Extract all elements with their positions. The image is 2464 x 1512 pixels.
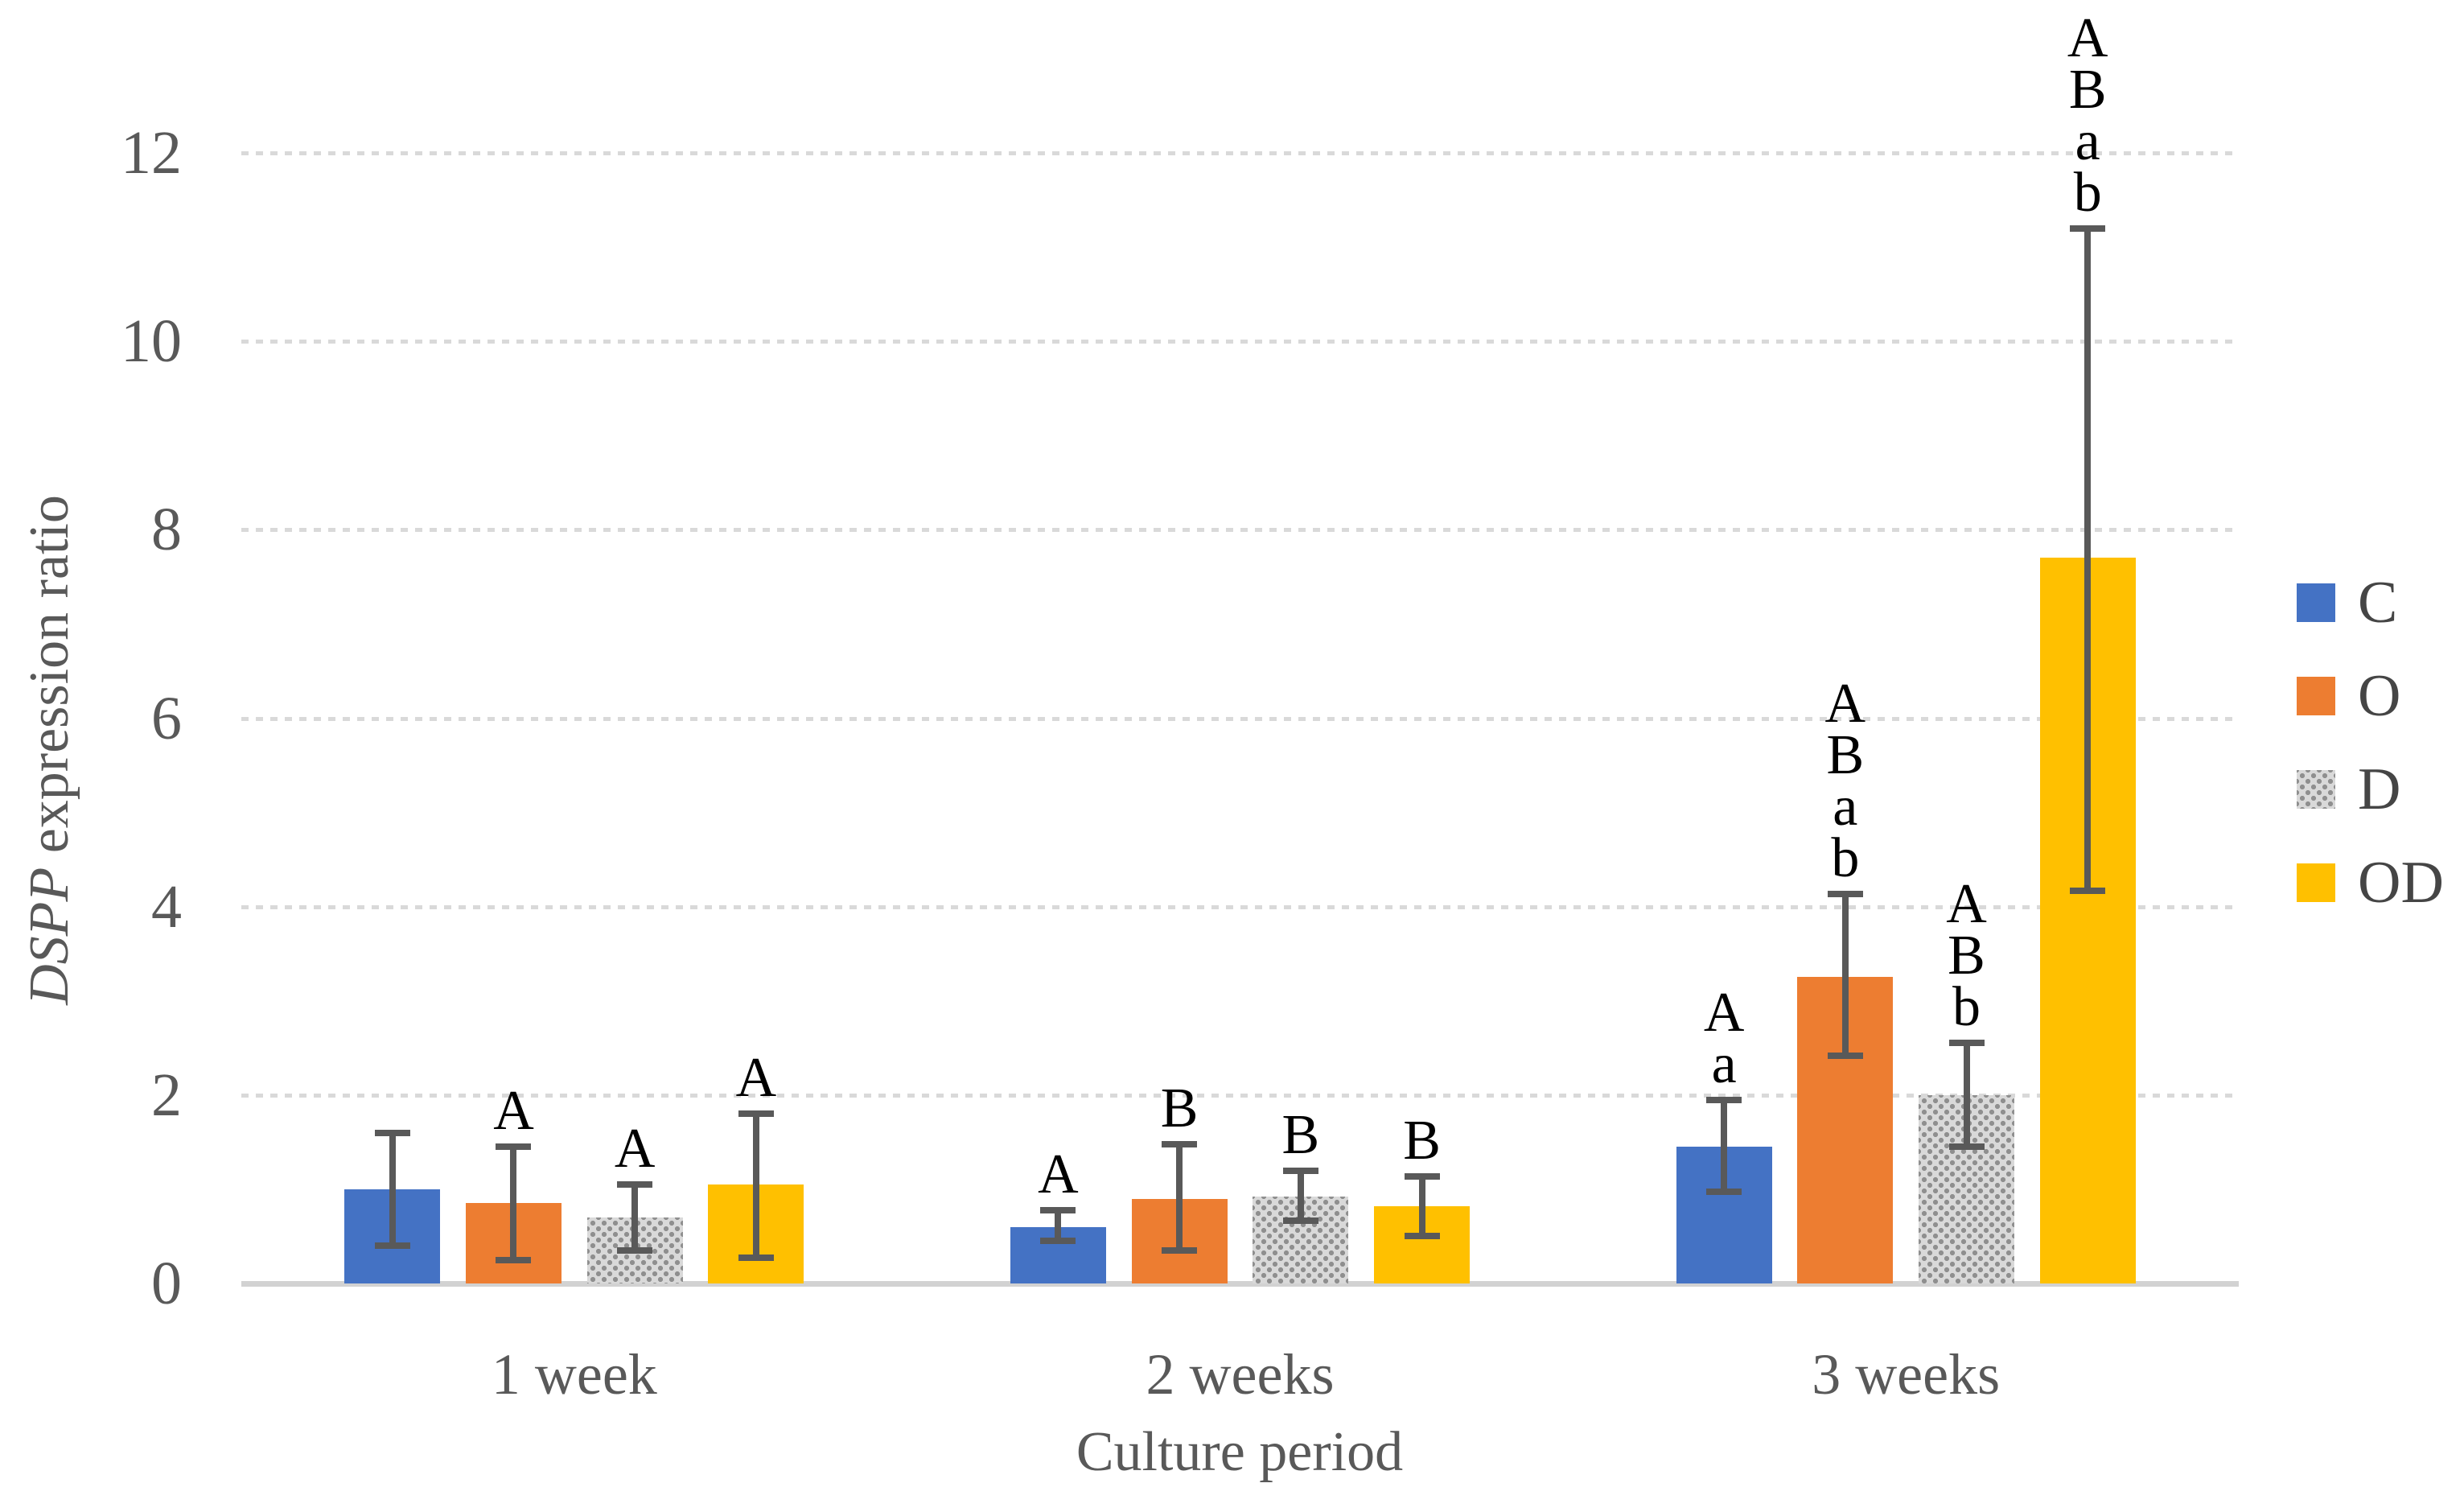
x-tick-label: 3 weeks [1812, 1342, 2001, 1407]
error-bar-cap-bottom [1040, 1238, 1076, 1245]
error-bar [752, 1114, 759, 1259]
sig-letters-OD-1-week: A [692, 1047, 821, 1110]
error-bar [1055, 1209, 1062, 1242]
sig-letter: a [1833, 776, 1858, 838]
y-tick-label-8: 8 [151, 496, 182, 564]
error-bar [389, 1132, 396, 1246]
y-tick-label-12: 12 [121, 119, 182, 187]
error-bar [1176, 1143, 1183, 1251]
sig-letter: A [493, 1080, 534, 1143]
error-bar-cap-bottom [617, 1247, 653, 1255]
x-tick-label: 1 week [491, 1342, 657, 1407]
sig-letters-O-2-weeks: B [1115, 1077, 1244, 1139]
sig-letter: b [1831, 827, 1860, 890]
sig-letter: B [1281, 1103, 1320, 1166]
error-bar-cap-bottom [1162, 1247, 1198, 1255]
x-tick-label: 2 weeks [1146, 1342, 1335, 1407]
gridline-8 [241, 528, 2239, 533]
error-bar-cap-top [1948, 1040, 1985, 1047]
error-bar-cap-bottom [2070, 887, 2106, 894]
sig-letter: A [1703, 981, 1745, 1044]
error-bar-cap-top [738, 1110, 774, 1118]
error-bar [631, 1184, 639, 1251]
sig-letter: A [1824, 673, 1866, 735]
y-tick-label-2: 2 [151, 1061, 182, 1129]
sig-letter: B [1826, 724, 1865, 787]
y-tick-label-6: 6 [151, 684, 182, 752]
error-bar-cap-top [1404, 1172, 1440, 1180]
error-bar-cap-top [1040, 1206, 1076, 1213]
error-bar-cap-top [1827, 891, 1863, 898]
error-bar-cap-top [496, 1143, 532, 1151]
sig-letters-O-1-week: A [449, 1080, 578, 1143]
gridline-4 [241, 904, 2239, 909]
sig-letters-C-2-weeks: A [993, 1143, 1122, 1205]
sig-letter: A [1946, 873, 1987, 936]
error-bar-cap-bottom [1282, 1217, 1318, 1224]
error-bar [2084, 228, 2092, 891]
sig-letter: a [1711, 1032, 1737, 1095]
error-bar [1297, 1170, 1304, 1221]
sig-letter: B [2068, 58, 2107, 121]
error-bar-cap-bottom [1706, 1189, 1742, 1196]
error-bar-cap-bottom [1948, 1143, 1985, 1151]
error-bar-cap-top [2070, 225, 2106, 232]
sig-letter: b [2073, 161, 2102, 224]
error-bar-cap-bottom [496, 1256, 532, 1263]
error-bar [510, 1147, 517, 1260]
error-bar [1963, 1043, 1970, 1147]
gridline-6 [241, 716, 2239, 721]
error-bar [1418, 1176, 1425, 1237]
error-bar-cap-top [1706, 1096, 1742, 1103]
sig-letter: a [2075, 109, 2100, 172]
sig-letter: A [1038, 1143, 1079, 1205]
error-bar-cap-top [1162, 1140, 1198, 1147]
y-tick-label-10: 10 [121, 307, 182, 376]
error-bar-cap-top [617, 1181, 653, 1189]
error-bar [1841, 894, 1849, 1056]
error-bar-cap-top [1282, 1167, 1318, 1174]
error-bar-cap-bottom [1404, 1233, 1440, 1240]
error-bar-cap-top [374, 1129, 410, 1136]
sig-letter: B [1403, 1109, 1441, 1172]
sig-letter: B [1160, 1077, 1199, 1139]
gridline-12 [241, 151, 2239, 156]
y-tick-label-0: 0 [151, 1250, 182, 1317]
x-axis-line [241, 1281, 2239, 1287]
error-bar-cap-bottom [374, 1242, 410, 1250]
sig-letter: b [1952, 976, 1981, 1039]
sig-letter: A [2067, 6, 2108, 69]
error-bar [1721, 1099, 1728, 1193]
sig-letter: A [735, 1047, 777, 1110]
sig-letters-D-2-weeks: B [1236, 1103, 1365, 1166]
error-bar-cap-bottom [1827, 1052, 1863, 1059]
sig-letter: B [1948, 925, 1985, 987]
x-axis-title: Culture period [1076, 1421, 1404, 1483]
gridline-10 [241, 340, 2239, 344]
sig-letters-OD-2-weeks: B [1358, 1109, 1487, 1172]
gridline-2 [241, 1093, 2239, 1098]
error-bar-cap-bottom [738, 1255, 774, 1262]
sig-letter: A [614, 1118, 656, 1180]
y-tick-label-4: 4 [151, 872, 182, 941]
sig-letters-D-1-week: A [570, 1118, 699, 1180]
